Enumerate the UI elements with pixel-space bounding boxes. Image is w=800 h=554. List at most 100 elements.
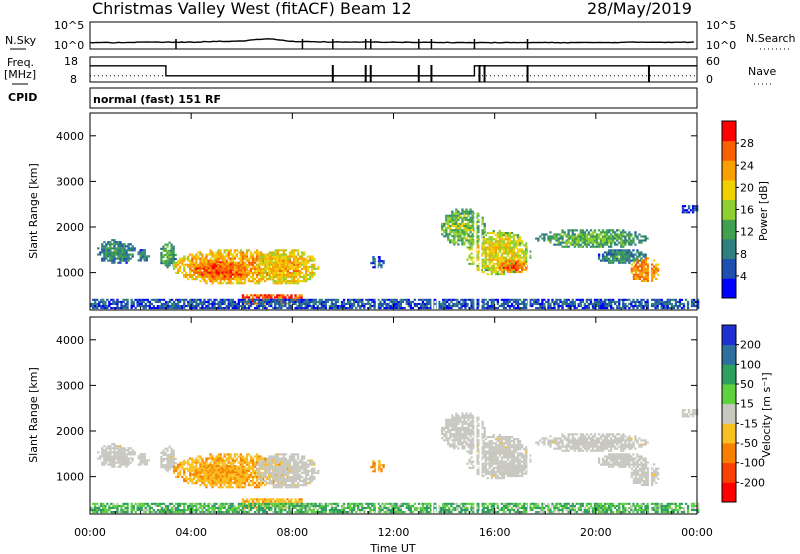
power-cell xyxy=(177,271,180,274)
power-cell xyxy=(280,300,283,303)
power-cell xyxy=(278,253,282,256)
power-cell xyxy=(217,271,220,274)
power-cell xyxy=(280,274,284,277)
power-cell xyxy=(258,274,261,277)
power-cell xyxy=(239,249,243,252)
power-cell xyxy=(219,251,222,254)
power-cell xyxy=(463,243,466,246)
power-cell xyxy=(634,259,637,262)
power-cell xyxy=(288,267,292,270)
power-cell xyxy=(294,259,298,262)
power-cell xyxy=(644,300,647,303)
power-cell xyxy=(284,263,288,266)
power-cell xyxy=(249,271,253,274)
power-cell xyxy=(379,300,382,303)
power-cell xyxy=(332,307,336,310)
power-cell xyxy=(492,300,495,303)
freq-unit-label: [MHz] xyxy=(4,68,36,81)
velocity-cell xyxy=(243,475,247,478)
power-cell xyxy=(129,247,132,250)
power-cell xyxy=(288,302,291,305)
power-cell xyxy=(235,273,239,276)
power-cell xyxy=(201,275,204,278)
power-cell xyxy=(367,298,370,301)
power-cell xyxy=(630,239,633,242)
power-cell xyxy=(508,244,512,247)
power-cell xyxy=(103,251,106,254)
power-cell xyxy=(197,269,200,272)
power-cell xyxy=(381,298,384,301)
power-cell xyxy=(170,302,174,305)
velocity-cell xyxy=(160,464,163,467)
power-cell xyxy=(211,280,214,283)
velocity-cell xyxy=(193,478,196,481)
power-cell xyxy=(132,300,135,303)
power-cell xyxy=(553,302,556,305)
power-cell xyxy=(608,300,611,303)
y-tick-label: 2000 xyxy=(56,221,84,234)
power-cell xyxy=(644,273,648,276)
power-cell xyxy=(355,307,358,310)
power-cell xyxy=(577,245,580,248)
power-cell xyxy=(555,239,558,242)
power-cell xyxy=(581,241,585,244)
power-cell xyxy=(494,258,498,261)
power-cell xyxy=(597,241,601,244)
velocity-cell xyxy=(225,453,228,456)
power-cell xyxy=(175,261,178,264)
velocity-cell xyxy=(256,469,259,472)
power-cell xyxy=(284,300,287,303)
power-cell xyxy=(225,282,228,285)
power-cell xyxy=(686,305,690,308)
velocity-cell xyxy=(162,460,165,463)
velocity-cell xyxy=(187,459,190,462)
velocity-cell xyxy=(172,457,175,460)
velocity-cell xyxy=(251,478,255,481)
velocity-cell xyxy=(164,466,167,469)
power-cell xyxy=(160,256,163,259)
power-cell xyxy=(583,243,587,246)
power-cell xyxy=(377,305,380,308)
power-cell xyxy=(282,296,285,299)
velocity-cell xyxy=(225,475,228,478)
power-cell xyxy=(282,305,285,308)
velocity-cell xyxy=(215,471,218,474)
power-cell xyxy=(223,302,226,305)
velocity-cell xyxy=(117,459,120,462)
power-cell xyxy=(373,302,376,305)
velocity-cell xyxy=(231,461,234,464)
power-cell xyxy=(217,261,220,264)
velocity-cell xyxy=(211,477,214,480)
power-cell xyxy=(597,257,601,260)
power-cell xyxy=(105,247,108,250)
power-cell xyxy=(642,277,646,280)
velocity-cell xyxy=(272,461,275,464)
power-cell xyxy=(694,207,697,210)
power-cell xyxy=(620,259,623,262)
power-cell xyxy=(189,263,192,266)
power-cell xyxy=(207,261,210,264)
power-cell xyxy=(260,294,263,297)
power-cell xyxy=(498,238,502,241)
power-cell xyxy=(500,305,504,308)
velocity-cell xyxy=(101,455,104,458)
power-cell xyxy=(145,259,148,262)
power-cell xyxy=(94,302,97,305)
velocity-cell xyxy=(162,457,165,460)
power-cell xyxy=(278,305,281,308)
power-cell xyxy=(547,300,550,303)
power-cell xyxy=(476,307,479,310)
power-cell xyxy=(241,255,245,258)
power-cell xyxy=(172,251,175,254)
power-cell xyxy=(150,298,154,301)
power-cell xyxy=(618,253,621,256)
power-cell xyxy=(251,253,255,256)
power-cell xyxy=(201,265,204,268)
velocity-cell xyxy=(217,455,220,458)
power-cell xyxy=(622,239,625,242)
velocity-cell xyxy=(231,467,234,470)
power-cell xyxy=(247,269,251,272)
power-cell xyxy=(221,300,224,303)
power-cell xyxy=(126,305,129,308)
power-cell xyxy=(166,256,169,259)
